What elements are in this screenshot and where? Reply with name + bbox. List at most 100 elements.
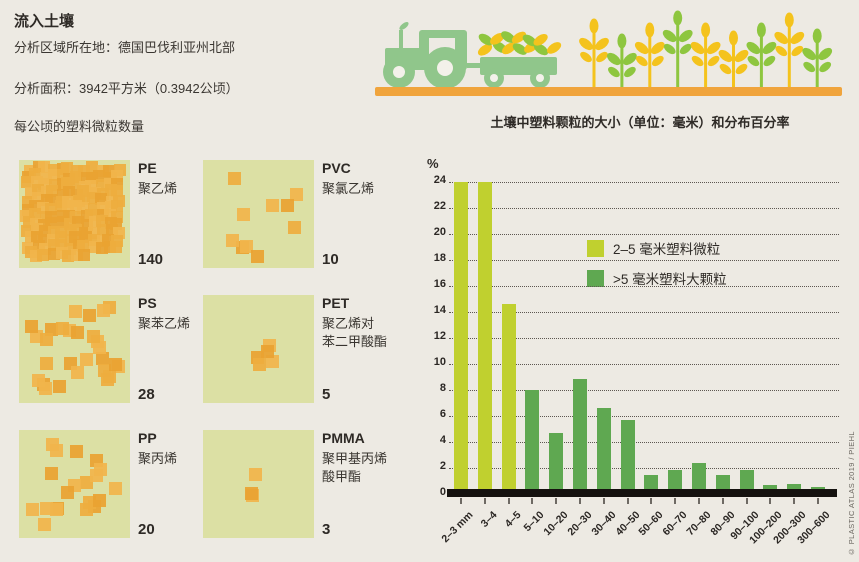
leaf-icon: [501, 42, 517, 55]
bar-90-100: [739, 469, 754, 489]
particle-square: [38, 518, 52, 532]
particle-tile-pvc: [203, 160, 314, 268]
plastic-name: 聚氯乙烯: [322, 180, 375, 196]
particle-square: [110, 199, 123, 212]
wheat-plant: [718, 30, 749, 90]
gridline: [449, 286, 839, 287]
wheat-plant: [774, 12, 805, 90]
x-axis-tick: [698, 498, 700, 504]
particle-square: [87, 329, 101, 343]
wheat-plant: [802, 28, 833, 90]
plastic-count: 20: [138, 521, 155, 538]
plastic-name: 聚乙烯: [138, 180, 178, 196]
x-axis-tick: [507, 498, 510, 504]
particle-square: [253, 358, 267, 372]
tile-label-block: PP 聚丙烯: [138, 430, 224, 468]
particle-square: [93, 493, 107, 507]
legend-swatch: [587, 239, 604, 257]
x-axis: [447, 489, 837, 497]
plastic-code: PP: [138, 430, 157, 446]
wheat-plant: [746, 22, 777, 90]
particle-square: [287, 220, 301, 234]
leaf-icon: [511, 31, 527, 44]
legend-label: 2–5 毫米塑料微粒: [613, 242, 721, 257]
y-axis-tick-label: 6: [439, 408, 446, 420]
bar-3-4: [477, 182, 492, 489]
tile-label-block: PMMA 聚甲基丙烯 酸甲酯: [322, 430, 408, 486]
plastic-name: 聚乙烯对 苯二甲酸酯: [322, 315, 388, 349]
header-block: 流入土壤 分析区域所在地：德国巴伐利亚州北部 分析面积：3942平方米（0.39…: [14, 10, 374, 135]
particle-square: [244, 487, 258, 501]
legend-item: 2–5 毫米塑料微粒: [587, 238, 727, 258]
chart-legend: 2–5 毫米塑料微粒 >5 毫米塑料大颗粒: [587, 238, 727, 298]
bar-20-30: [573, 378, 587, 489]
legend-swatch: [587, 269, 604, 287]
gridline: [449, 260, 839, 261]
gridline: [449, 338, 839, 339]
particle-square: [228, 172, 242, 186]
ground-line: [375, 87, 842, 96]
particle-square: [80, 476, 94, 490]
particle-square: [108, 482, 122, 496]
x-axis-tick: [674, 498, 677, 504]
particle-square: [69, 444, 83, 458]
y-axis-tick-label: 20: [433, 226, 446, 238]
particle-square: [95, 352, 109, 366]
particle-tile-pe: [19, 160, 130, 268]
particle-square: [45, 466, 59, 480]
leaf-icon: [546, 42, 562, 54]
plastic-code: PMMA: [322, 430, 365, 446]
leaf-icon: [501, 31, 516, 43]
leaf-icon: [533, 34, 548, 46]
gridline: [449, 234, 839, 235]
particle-square: [101, 373, 115, 387]
particle-square: [281, 198, 295, 212]
leaf-icon: [512, 43, 527, 55]
y-axis-tick-label: 18: [433, 252, 446, 264]
x-axis-tick: [555, 498, 558, 504]
gridline: [449, 182, 839, 183]
tractor-icon: [383, 22, 485, 89]
bar-40-50: [620, 420, 635, 489]
y-axis-tick-label: 4: [439, 434, 446, 446]
particle-square: [83, 308, 97, 322]
particle-square: [266, 354, 280, 368]
particle-square: [25, 503, 39, 517]
gridline: [449, 468, 839, 469]
x-axis-tick: [721, 498, 724, 504]
particle-square: [70, 365, 84, 379]
particle-square: [61, 250, 74, 262]
particle-tile-ps: [19, 295, 130, 403]
wheat-plant: [579, 18, 609, 90]
particle-square: [25, 319, 39, 333]
gridline: [449, 364, 839, 365]
chart-title: 土壤中塑料颗粒的大小（单位：毫米）和分布百分率: [490, 115, 790, 130]
particle-square: [97, 303, 111, 317]
y-axis-tick-label: 2: [439, 460, 446, 472]
particle-square: [55, 322, 69, 336]
particle-square: [29, 330, 43, 344]
plastic-name: 聚丙烯: [138, 450, 178, 466]
x-axis-tick: [460, 498, 462, 504]
particle-square: [78, 248, 91, 261]
wheat-row: [579, 10, 833, 90]
x-axis-tick: [817, 498, 819, 504]
legend-label: >5 毫米塑料大颗粒: [613, 272, 727, 287]
particle-tile-pp: [19, 430, 130, 538]
particle-square: [251, 250, 265, 264]
page-title: 流入土壤: [14, 13, 75, 30]
particle-square: [79, 353, 93, 367]
bar-60-70: [668, 469, 683, 489]
particle-square: [39, 501, 53, 515]
y-axis-tick-label: 10: [433, 356, 446, 368]
area-line: 分析面积：3942平方米（0.3942公顷）: [14, 81, 239, 96]
wheat-plant: [690, 22, 721, 90]
particle-tile-pmma: [203, 430, 314, 538]
particle-square: [37, 249, 50, 262]
particle-square: [237, 208, 251, 222]
leaf-icon: [478, 33, 493, 46]
plastic-code: PS: [138, 295, 157, 311]
x-axis-tick: [769, 498, 772, 504]
particle-square: [110, 185, 123, 198]
